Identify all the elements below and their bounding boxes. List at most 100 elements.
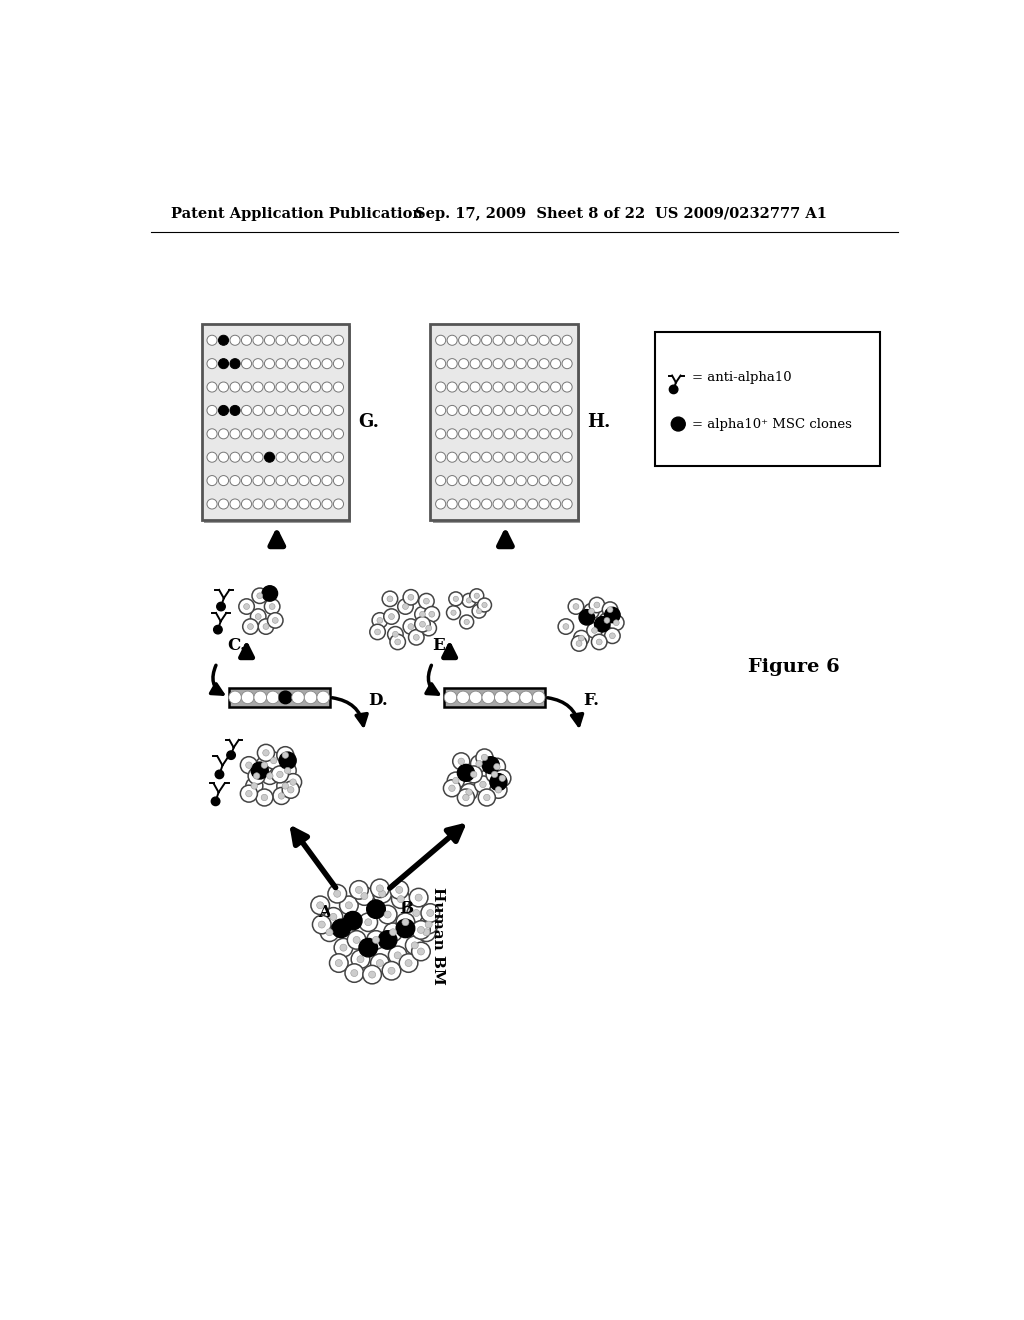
Circle shape	[449, 785, 456, 792]
Circle shape	[322, 475, 332, 486]
Circle shape	[283, 781, 299, 799]
Circle shape	[299, 453, 309, 462]
Circle shape	[244, 603, 250, 610]
Circle shape	[275, 359, 286, 368]
Circle shape	[409, 630, 424, 645]
Circle shape	[516, 499, 526, 510]
Circle shape	[310, 335, 321, 346]
Circle shape	[304, 692, 317, 704]
Circle shape	[388, 946, 407, 965]
Circle shape	[589, 597, 604, 612]
Circle shape	[330, 913, 337, 920]
Circle shape	[516, 453, 526, 462]
Circle shape	[243, 619, 258, 635]
Circle shape	[267, 612, 283, 628]
Circle shape	[412, 942, 430, 961]
Circle shape	[215, 770, 223, 779]
Circle shape	[253, 499, 263, 510]
Circle shape	[359, 939, 378, 957]
Circle shape	[415, 616, 430, 632]
Circle shape	[494, 359, 503, 368]
Text: Figure 6: Figure 6	[748, 657, 840, 676]
Circle shape	[595, 616, 610, 632]
Circle shape	[562, 499, 572, 510]
Circle shape	[505, 359, 515, 368]
Circle shape	[551, 475, 561, 486]
Circle shape	[377, 884, 383, 892]
Circle shape	[271, 766, 289, 783]
Circle shape	[465, 766, 482, 783]
Text: Patent Application Publication: Patent Application Publication	[171, 207, 423, 220]
Circle shape	[471, 755, 487, 772]
Circle shape	[527, 429, 538, 438]
Circle shape	[402, 603, 409, 610]
Circle shape	[218, 381, 228, 392]
Circle shape	[351, 970, 357, 977]
Circle shape	[604, 618, 610, 623]
Circle shape	[425, 921, 432, 928]
Circle shape	[218, 405, 228, 416]
Circle shape	[539, 405, 549, 416]
Circle shape	[218, 335, 228, 346]
Circle shape	[252, 589, 267, 603]
Circle shape	[347, 931, 366, 949]
Circle shape	[477, 598, 492, 612]
Circle shape	[483, 795, 490, 801]
Circle shape	[257, 593, 263, 599]
Circle shape	[596, 639, 602, 645]
Circle shape	[579, 610, 595, 626]
Circle shape	[458, 758, 465, 764]
Circle shape	[592, 627, 597, 634]
Circle shape	[382, 591, 397, 607]
Circle shape	[401, 919, 409, 925]
Circle shape	[390, 635, 406, 649]
Circle shape	[214, 626, 222, 634]
Text: H.: H.	[587, 413, 610, 432]
Circle shape	[276, 747, 294, 763]
Circle shape	[486, 766, 503, 783]
Text: C.: C.	[227, 636, 246, 653]
Circle shape	[367, 900, 385, 919]
Circle shape	[251, 762, 268, 779]
Circle shape	[488, 758, 506, 775]
Circle shape	[242, 335, 252, 346]
Bar	[204, 326, 351, 523]
Circle shape	[470, 335, 480, 346]
Circle shape	[340, 896, 358, 915]
Circle shape	[379, 890, 386, 898]
Circle shape	[288, 405, 298, 416]
Circle shape	[345, 964, 364, 982]
Circle shape	[424, 607, 439, 622]
Circle shape	[310, 453, 321, 462]
Text: = alpha10⁺ MSC clones: = alpha10⁺ MSC clones	[692, 417, 852, 430]
Circle shape	[318, 921, 326, 928]
Circle shape	[276, 777, 294, 795]
Circle shape	[539, 335, 549, 346]
Circle shape	[389, 929, 396, 936]
Circle shape	[266, 772, 273, 779]
Circle shape	[264, 405, 274, 416]
Text: A.: A.	[317, 904, 337, 921]
Circle shape	[377, 618, 383, 623]
Circle shape	[495, 692, 507, 704]
Circle shape	[322, 359, 332, 368]
Circle shape	[423, 929, 430, 936]
Circle shape	[378, 906, 397, 924]
Circle shape	[551, 335, 561, 346]
Circle shape	[609, 632, 615, 639]
Circle shape	[532, 692, 545, 704]
Circle shape	[207, 499, 217, 510]
Circle shape	[446, 606, 461, 619]
Circle shape	[496, 787, 502, 793]
Text: E.: E.	[432, 636, 452, 653]
Circle shape	[551, 381, 561, 392]
Circle shape	[435, 453, 445, 462]
Circle shape	[377, 960, 383, 966]
Circle shape	[414, 635, 419, 640]
Circle shape	[334, 499, 343, 510]
Circle shape	[253, 359, 263, 368]
Circle shape	[261, 762, 267, 768]
Circle shape	[558, 619, 573, 635]
Circle shape	[324, 908, 343, 927]
Bar	[655, 331, 880, 466]
